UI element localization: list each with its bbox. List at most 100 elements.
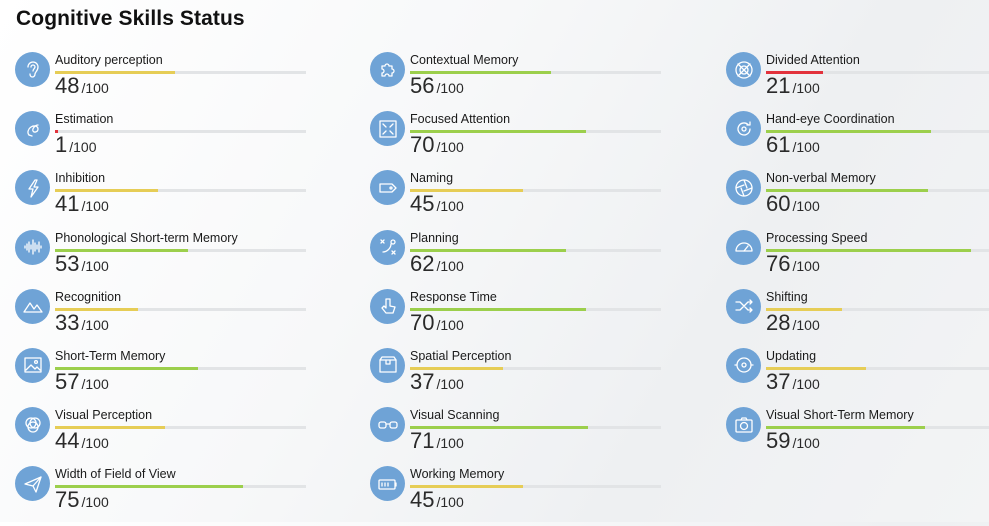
progress-track	[55, 248, 306, 252]
skill-name: Contextual Memory	[410, 53, 519, 67]
score-value: 71	[410, 428, 435, 454]
progress-track	[55, 71, 306, 74]
score-max: 100	[85, 257, 109, 274]
skill-score: 21/100	[766, 73, 820, 99]
skill-naming: Naming 45/100	[370, 170, 670, 229]
skill-score: 48/100	[55, 73, 109, 99]
score-value: 75	[55, 487, 80, 513]
score-value: 41	[55, 191, 80, 217]
bolt-icon	[15, 170, 50, 206]
score-value: 60	[766, 191, 791, 217]
page-title: Cognitive Skills Status	[16, 7, 245, 30]
score-separator: /	[69, 139, 74, 156]
progress-track	[766, 307, 989, 311]
score-separator: /	[436, 198, 441, 215]
score-value: 1	[55, 132, 68, 158]
progress-track	[766, 71, 989, 74]
score-max: 100	[796, 435, 820, 452]
score-max: 100	[85, 435, 109, 452]
progress-fill	[410, 307, 586, 311]
loop-icon	[15, 111, 50, 147]
skill-contextual-memory: Contextual Memory 56/100	[370, 52, 670, 111]
progress-fill	[55, 366, 199, 370]
progress-fill	[766, 189, 928, 193]
skill-non-verbal-memory: Non-verbal Memory 60/100	[726, 170, 989, 229]
paper-plane-icon	[15, 466, 50, 502]
progress-fill	[410, 248, 566, 252]
rotate-icon	[726, 111, 761, 147]
skill-name: Divided Attention	[766, 53, 860, 67]
score-separator: /	[436, 435, 441, 452]
skill-score: 37/100	[766, 369, 820, 395]
score-separator: /	[81, 198, 86, 215]
skill-score: 75/100	[55, 487, 109, 513]
circles-icon	[15, 407, 50, 443]
skill-name: Non-verbal Memory	[766, 171, 876, 186]
skill-score: 71/100	[410, 428, 464, 454]
score-max: 100	[85, 316, 109, 333]
score-separator: /	[436, 80, 441, 96]
score-value: 53	[55, 250, 80, 276]
score-separator: /	[81, 494, 86, 511]
score-value: 48	[55, 73, 80, 98]
progress-track	[55, 189, 306, 193]
skill-score: 61/100	[766, 132, 820, 158]
score-value: 28	[766, 309, 791, 335]
skill-score: 70/100	[410, 310, 464, 336]
score-max: 100	[85, 494, 109, 511]
score-separator: /	[81, 435, 86, 452]
skill-name: Estimation	[55, 112, 114, 127]
score-max: 100	[796, 316, 820, 333]
skill-score: 56/100	[410, 73, 464, 99]
refresh-icon	[726, 347, 761, 383]
score-separator: /	[792, 435, 797, 452]
score-value: 21	[766, 73, 791, 98]
progress-track	[55, 426, 306, 430]
score-max: 100	[796, 139, 820, 156]
progress-track	[55, 307, 306, 311]
progress-fill	[55, 307, 138, 311]
score-max: 100	[796, 257, 820, 274]
skill-name: Phonological Short-term Memory	[55, 230, 238, 245]
score-separator: /	[792, 257, 797, 274]
progress-track	[766, 426, 989, 430]
skills-column-3: Divided Attention 21/100 Hand-eye Coordina…	[726, 52, 989, 466]
progress-fill	[766, 307, 842, 311]
score-value: 45	[410, 487, 435, 513]
score-value: 33	[55, 309, 80, 335]
score-separator: /	[436, 316, 441, 333]
progress-track	[55, 366, 306, 370]
score-max: 100	[440, 257, 464, 274]
score-value: 56	[410, 73, 435, 98]
progress-fill	[766, 426, 926, 430]
score-separator: /	[436, 494, 441, 511]
progress-track	[410, 426, 661, 430]
speedometer-icon	[726, 229, 761, 265]
progress-fill	[766, 71, 823, 74]
skill-updating: Updating 37/100	[726, 347, 989, 407]
score-value: 37	[766, 368, 791, 394]
focus-icon	[370, 111, 405, 147]
score-separator: /	[81, 375, 86, 392]
progress-fill	[410, 71, 551, 74]
glasses-icon	[370, 407, 405, 443]
progress-fill	[766, 130, 931, 134]
skill-score: 37/100	[410, 369, 464, 395]
skill-name: Visual Scanning	[410, 408, 500, 423]
score-value: 57	[55, 368, 80, 394]
skills-column-2: Contextual Memory 56/100 Focused Attention…	[370, 52, 670, 526]
skill-name: Planning	[410, 230, 459, 245]
skill-name: Width of Field of View	[55, 467, 176, 482]
skill-name: Response Time	[410, 289, 497, 304]
progress-track	[410, 130, 661, 134]
progress-fill	[410, 366, 503, 370]
progress-track	[55, 130, 306, 134]
score-max: 100	[440, 198, 464, 215]
skill-score: 44/100	[55, 428, 109, 454]
progress-track	[766, 248, 989, 252]
target-icon	[726, 52, 761, 87]
skill-width-of-field-of-view: Width of Field of View 75/100	[15, 466, 315, 525]
aperture-icon	[726, 170, 761, 206]
skill-auditory-perception: Auditory perception 48/100	[15, 52, 315, 111]
score-value: 37	[410, 368, 435, 394]
